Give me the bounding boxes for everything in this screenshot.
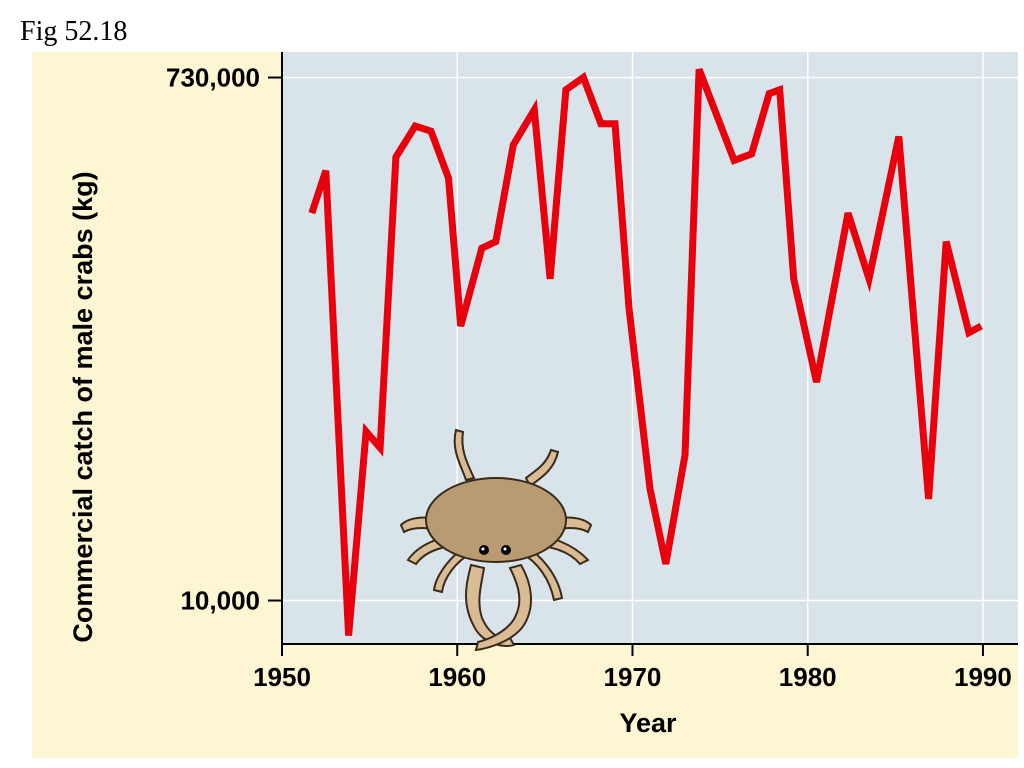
figure-label: Fig 52.18: [20, 16, 128, 47]
line-chart: 1950 1960 1970 1980 1990 10,000 730,000: [68, 52, 1018, 738]
axes: 1950 1960 1970 1980 1990 10,000 730,000: [166, 52, 1018, 692]
x-axis-title: Year: [619, 708, 677, 738]
x-tick-label: 1950: [253, 662, 311, 692]
x-tick-label: 1990: [954, 662, 1012, 692]
series-line: [308, 68, 983, 636]
y-axis-title: Commercial catch of male crabs (kg): [68, 171, 98, 642]
x-tick-label: 1960: [428, 662, 486, 692]
y-tick-label: 730,000: [166, 63, 260, 93]
x-tick-label: 1980: [779, 662, 837, 692]
y-tick-label: 10,000: [180, 586, 260, 616]
chart-panel: 1950 1960 1970 1980 1990 10,000 730,000: [32, 52, 1018, 758]
x-tick-label: 1970: [604, 662, 662, 692]
plot-area: [282, 52, 1018, 644]
crab-illustration: [399, 428, 593, 652]
